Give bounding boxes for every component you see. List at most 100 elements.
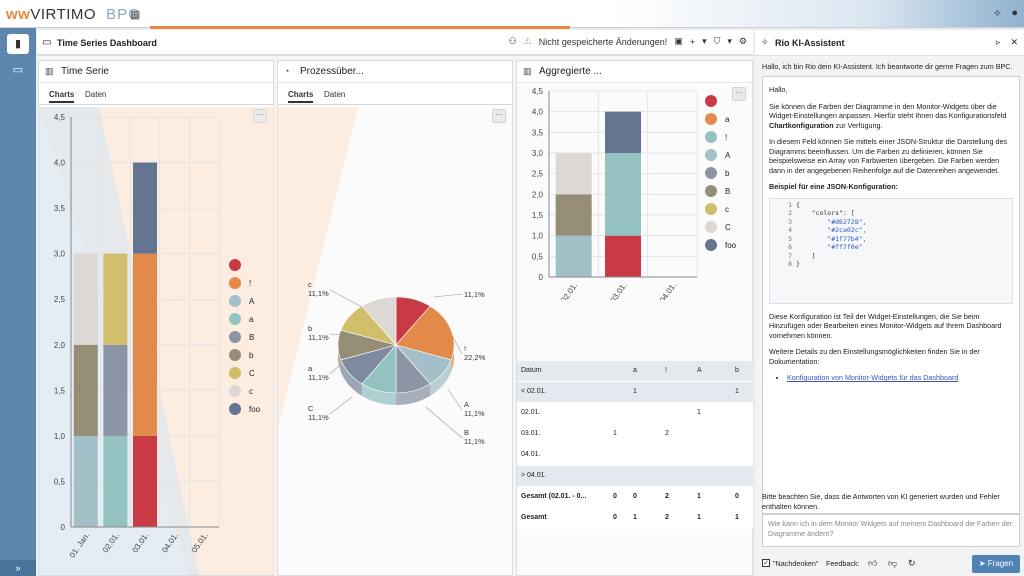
bar-segment	[605, 153, 641, 236]
table-row[interactable]: Gesamt 0 1 2 1 1	[517, 508, 753, 529]
send-question-button[interactable]: ➤ Fragen	[972, 555, 1020, 573]
legend-item[interactable]: B	[229, 331, 260, 343]
column-header[interactable]: !	[665, 367, 667, 374]
chevron-down-icon[interactable]: ▾	[727, 36, 732, 46]
legend-swatch	[229, 313, 241, 325]
legend-item[interactable]: b	[705, 167, 736, 179]
documentation-link[interactable]: Konfiguration von Monitor-Widgets für da…	[787, 373, 959, 382]
refresh-icon[interactable]: ↻	[908, 558, 916, 568]
question-input[interactable]: Wie kann ich in dem Monitor Widgets auf …	[762, 514, 1020, 547]
legend-label: b	[249, 350, 254, 360]
greeting: Hallo,	[769, 85, 788, 94]
label-leader	[425, 406, 463, 439]
widget-tabs: Charts Daten	[39, 85, 273, 105]
bar-chart-icon: ▥	[45, 66, 54, 76]
save-icon[interactable]: ▣	[674, 36, 683, 46]
pie-slice	[361, 296, 397, 346]
legend-item[interactable]: A	[229, 295, 260, 307]
product-name: BPC	[106, 6, 140, 23]
close-icon[interactable]: ✕	[1010, 37, 1018, 47]
widget-aggregated: ▥ Aggregierte ... 0 0,5 1,0 1,5 2,0 2,5 3,0 3,5…	[516, 60, 753, 576]
table-cell: 1	[735, 514, 739, 521]
user-icon[interactable]: ●	[1011, 7, 1018, 19]
y-tick-label: 4,0	[54, 159, 66, 168]
table-row[interactable]: 02.01. 1	[517, 403, 753, 424]
expand-nav-icon[interactable]: »	[0, 560, 36, 576]
y-tick-label: 1,0	[532, 232, 544, 241]
table-cell: 0	[613, 514, 617, 521]
column-header[interactable]: A	[697, 367, 702, 374]
table-row[interactable]: < 02.01. 1 1	[517, 382, 753, 403]
label-leader	[329, 333, 343, 336]
code-block[interactable]: 1 2 3 4 5 6 7 8 { "colors": [ "#d62728",…	[769, 197, 1013, 304]
text-part: Sie können die Farben der Diagramme in d…	[769, 101, 1007, 121]
y-tick-label: 4,0	[532, 108, 544, 117]
gear-icon[interactable]: ⚙	[738, 36, 747, 46]
legend-item[interactable]: C	[705, 221, 736, 233]
text-bold: Chartkonfiguration	[769, 120, 834, 130]
filter-icon[interactable]: ⛉	[713, 36, 721, 46]
ai-sparkle-icon[interactable]: ✧	[992, 8, 1002, 20]
legend-item[interactable]: !	[229, 277, 260, 289]
dashboard: ▭ Time Series Dashboard ⚇ ⚠ Nicht gespei…	[37, 30, 753, 576]
table-cell: 1	[735, 388, 739, 395]
pie-label-name: B	[464, 428, 469, 437]
app-logo[interactable]: ᴡᴡVIRTIMO BPC	[6, 6, 140, 23]
message-paragraph: In diesem Feld können Sie mittels einer …	[769, 137, 1008, 175]
legend-item[interactable]: C	[229, 367, 260, 379]
legend-item[interactable]: c	[229, 385, 260, 397]
legend-item[interactable]	[705, 95, 736, 107]
legend-item[interactable]: B	[705, 185, 736, 197]
legend-item[interactable]: !	[705, 131, 736, 143]
pie-slice-side	[396, 383, 431, 405]
legend-item[interactable]: foo	[705, 239, 736, 251]
legend-swatch	[229, 403, 241, 415]
thumbs-up-icon[interactable]: 👍︎	[868, 558, 878, 568]
chart-menu-button[interactable]: ···	[253, 109, 267, 123]
collapse-icon[interactable]: ▹	[995, 37, 1001, 47]
think-label: "Nachdenken"	[773, 559, 819, 568]
user-add-icon[interactable]: ⚇	[508, 36, 517, 46]
book-icon[interactable]: ▮	[7, 34, 29, 54]
tab-data[interactable]: Daten	[85, 90, 107, 99]
tab-charts[interactable]: Charts	[288, 90, 314, 103]
legend-item[interactable]: foo	[229, 403, 260, 415]
tab-charts[interactable]: Charts	[49, 90, 75, 103]
pie-chart: 11,1%!22,2%A11,1%B11,1%C11,1%a11,1%b11,1…	[278, 107, 486, 446]
y-tick-label: 1,5	[54, 386, 66, 395]
table-row[interactable]: 03.01. 1 2	[517, 424, 753, 445]
bar-segment	[555, 235, 592, 277]
legend-item[interactable]: b	[229, 349, 260, 361]
chart-menu-button[interactable]: ···	[492, 109, 506, 123]
table-row[interactable]: > 04.01.	[517, 466, 753, 487]
thumbs-down-icon[interactable]: 👎︎	[888, 558, 898, 568]
legend-item[interactable]	[229, 259, 260, 271]
table-row[interactable]: Gesamt (02.01. - 0... 0 0 2 1 0	[517, 487, 753, 508]
legend-item[interactable]: a	[229, 313, 260, 325]
tab-data[interactable]: Daten	[324, 90, 346, 99]
bar-segment	[103, 253, 128, 345]
legend-swatch	[705, 203, 717, 215]
column-header[interactable]: a	[633, 367, 637, 374]
legend-item[interactable]: a	[705, 113, 736, 125]
add-icon[interactable]: +	[689, 36, 696, 47]
think-checkbox[interactable]: ✓	[762, 559, 770, 567]
table-cell: < 02.01.	[521, 388, 547, 395]
legend-item[interactable]: A	[705, 149, 736, 161]
legend-item[interactable]: c	[705, 203, 736, 215]
pie-label-value: 11,1%	[308, 289, 329, 298]
message-paragraph: Diese Konfiguration ist Teil der Widget-…	[769, 311, 1002, 340]
legend-swatch	[705, 239, 717, 251]
column-header[interactable]: b	[735, 367, 739, 374]
x-tick-label: 03.01.	[609, 281, 629, 300]
message-paragraph: Weitere Details zu den Einstellungsmögli…	[769, 347, 980, 366]
table-row[interactable]: 04.01.	[517, 445, 753, 466]
monitor-icon[interactable]: ▭	[12, 64, 24, 76]
chevron-down-icon[interactable]: ▾	[702, 36, 707, 46]
label-leader	[329, 396, 353, 415]
code-line: "#2ca02c",	[796, 226, 867, 234]
column-header[interactable]: Datum	[521, 367, 542, 374]
calendar-icon[interactable]: ▦	[130, 9, 141, 21]
chart-menu-button[interactable]: ···	[732, 87, 746, 101]
